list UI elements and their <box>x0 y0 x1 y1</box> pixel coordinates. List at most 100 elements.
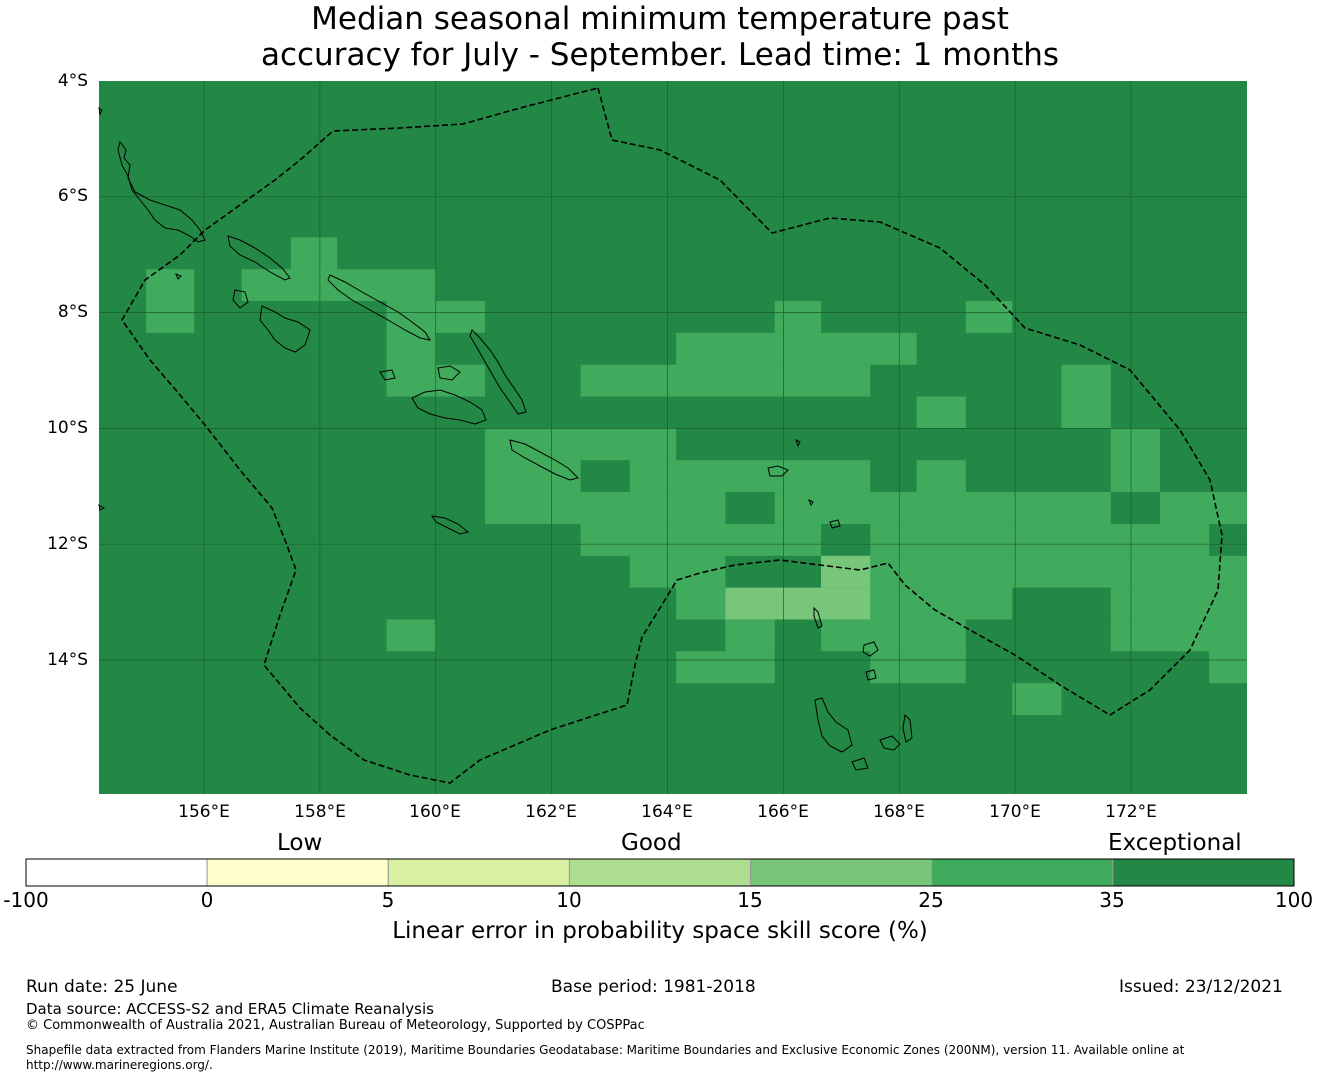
lat-tick-label: 10°S <box>47 418 88 438</box>
coastline-small-3 <box>98 503 106 511</box>
run-date: Run date: 25 June <box>26 977 178 997</box>
colorbar-tick-label: 5 <box>381 888 395 912</box>
skill-cell <box>1061 364 1111 429</box>
coastline-makira <box>509 439 579 481</box>
skill-cell <box>1012 683 1062 716</box>
skill-cell <box>629 460 677 493</box>
skill-cell <box>821 492 917 524</box>
colorbar-segment <box>206 858 389 887</box>
coastline-vanua-lava <box>865 669 877 681</box>
lon-tick-label: 170°E <box>989 802 1041 822</box>
skill-cell <box>290 237 338 270</box>
skill-cell <box>386 619 436 652</box>
coastline-vanikoro <box>829 519 841 529</box>
skill-cell <box>870 523 1210 556</box>
colorbar-segment <box>25 858 208 887</box>
coastline-nendo <box>767 465 789 477</box>
skill-cell <box>337 269 436 302</box>
skill-cell <box>821 619 966 652</box>
skill-cell <box>146 269 195 333</box>
coastline-small-2 <box>98 106 103 116</box>
issued-date: Issued: 23/12/2021 <box>1119 977 1283 997</box>
colorbar-segment <box>750 858 933 887</box>
lon-tick-label: 172°E <box>1105 802 1157 822</box>
coastline-new-georgia <box>259 305 311 353</box>
coastline-bougainville <box>117 140 206 243</box>
coastline-ambae <box>851 757 869 771</box>
skill-cell <box>629 364 726 397</box>
skill-cell <box>1159 492 1247 524</box>
map-gridlines <box>99 81 1247 794</box>
lon-tick-label: 160°E <box>409 802 461 822</box>
colorbar-tick-label: 25 <box>918 888 944 912</box>
skill-cell <box>965 492 1111 524</box>
shapefile-url: http://www.marineregions.org/. <box>26 1058 213 1072</box>
colorbar-segment <box>387 858 570 887</box>
skill-cell <box>870 587 1013 620</box>
colorbar-segment <box>568 858 752 887</box>
skill-cell <box>386 332 436 397</box>
skill-cell <box>580 364 630 397</box>
lon-tick-label: 156°E <box>178 802 230 822</box>
skill-cell <box>629 555 726 588</box>
coastlines <box>98 106 913 771</box>
skill-cell <box>484 428 581 524</box>
skill-cell <box>870 555 1247 588</box>
skill-cell <box>821 555 871 588</box>
lat-tick-label: 4°S <box>57 71 88 91</box>
skill-cell <box>580 523 822 556</box>
skill-cell <box>435 364 485 397</box>
colorbar-segment <box>1112 858 1295 887</box>
colorbar-tick-label: 100 <box>1274 888 1314 912</box>
skill-cell <box>676 587 726 620</box>
skill-cell <box>1209 619 1247 684</box>
skill-cell <box>916 460 966 524</box>
coastline-small-6 <box>808 498 814 507</box>
colorbar-tick-label: -100 <box>3 888 49 912</box>
colorbar-segment <box>931 858 1114 887</box>
coastline-small-4 <box>175 273 182 280</box>
skill-cell <box>916 396 966 429</box>
coastline-vella-lavella <box>232 289 249 309</box>
lat-tick-label: 14°S <box>47 650 88 670</box>
skill-cell <box>870 651 966 684</box>
coastline-choiseul <box>227 235 291 281</box>
skill-cell <box>580 428 677 461</box>
skill-cell <box>725 619 775 652</box>
category-label-good: Good <box>621 830 682 856</box>
colorbar-tick-label: 35 <box>1099 888 1125 912</box>
skill-cell <box>774 492 822 524</box>
coastline-malaita <box>469 329 527 415</box>
chart-title-line-1: Median seasonal minimum temperature past <box>311 1 1009 37</box>
colorbar-tick-label: 15 <box>737 888 763 912</box>
shapefile-note: Shapefile data extracted from Flanders M… <box>26 1043 1185 1057</box>
skill-cell <box>580 492 726 524</box>
skill-cell <box>1110 619 1210 652</box>
lon-tick-label: 168°E <box>873 802 925 822</box>
skill-cell <box>676 651 775 684</box>
skill-cell <box>725 587 871 620</box>
lat-tick-label: 12°S <box>47 534 88 554</box>
lon-tick-label: 158°E <box>294 802 346 822</box>
skill-cell <box>1110 587 1247 620</box>
coastline-gaua <box>862 641 879 657</box>
copyright: © Commonwealth of Australia 2021, Austra… <box>26 1018 645 1033</box>
coastline-malekula <box>879 735 901 751</box>
coastline-pentecost <box>902 713 913 743</box>
category-label-low: Low <box>277 830 323 856</box>
colorbar <box>25 858 1295 887</box>
base-period: Base period: 1981-2018 <box>551 977 756 997</box>
skill-cell <box>725 364 871 397</box>
coastline-guadalcanal <box>411 389 487 425</box>
coastline-rennell <box>430 515 470 535</box>
eez-boundary <box>121 87 1223 784</box>
lon-tick-label: 166°E <box>757 802 809 822</box>
coastline-small-5 <box>795 439 801 448</box>
skill-cell <box>241 269 338 302</box>
lat-tick-label: 6°S <box>57 186 88 206</box>
coastline-small-1 <box>813 606 823 629</box>
skill-cell <box>676 332 917 365</box>
coastline-espiritu-santo <box>814 697 853 753</box>
skill-cell <box>1110 428 1160 493</box>
